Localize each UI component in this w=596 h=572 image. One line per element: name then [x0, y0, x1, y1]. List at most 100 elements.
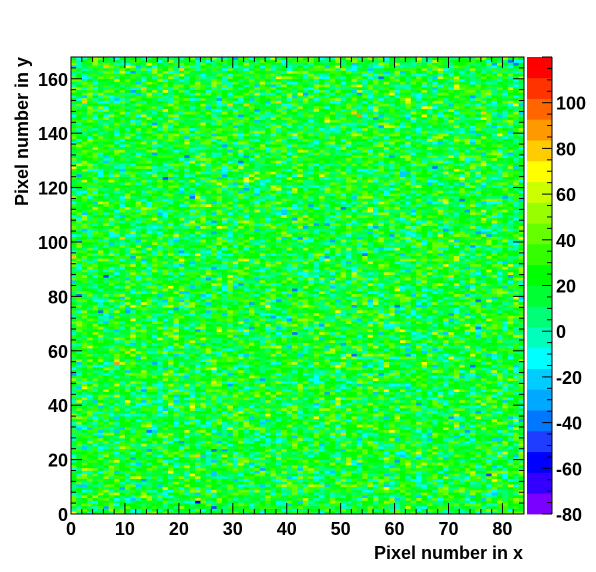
heat-cell [502, 383, 509, 387]
heat-cell [351, 367, 358, 371]
heat-cell [399, 432, 406, 436]
heat-cell [243, 407, 250, 411]
heat-cell [432, 475, 439, 479]
heat-cell [497, 424, 503, 428]
heat-cell [232, 394, 239, 398]
heat-cell [313, 410, 320, 414]
heat-cell [329, 508, 336, 512]
heat-cell [373, 356, 379, 360]
heat-cell [254, 462, 261, 466]
heat-cell [227, 397, 234, 401]
heat-cell [486, 462, 492, 466]
heat-cell [189, 443, 196, 447]
heat-cell [146, 473, 153, 477]
heat-cell [135, 465, 142, 469]
heat-cell [302, 377, 309, 382]
heat-cell [373, 486, 379, 490]
heat-cell [378, 399, 385, 403]
heat-cell [71, 494, 77, 499]
heat-cell [491, 500, 498, 504]
heat-cell [464, 377, 471, 382]
heat-cell [502, 486, 509, 490]
heat-cell [275, 494, 282, 499]
heat-cell [410, 402, 417, 406]
heat-cell [168, 440, 174, 444]
heat-cell [168, 356, 174, 360]
heat-cell [335, 364, 341, 368]
heat-cell [189, 421, 196, 425]
heat-cell [421, 470, 428, 474]
heat-cell [97, 486, 104, 490]
heat-cell [281, 402, 288, 406]
heat-cell [157, 467, 164, 471]
heat-cell [275, 375, 282, 379]
heat-cell [87, 478, 93, 482]
heat-cell [265, 470, 271, 474]
heat-cell [513, 410, 519, 414]
heat-cell [168, 413, 174, 417]
heat-cell [459, 511, 466, 515]
heat-cell [97, 367, 104, 371]
heat-cell [238, 505, 244, 509]
heat-cell [486, 367, 492, 371]
heat-cell [216, 386, 223, 390]
heat-cell [297, 432, 304, 436]
heat-cell [119, 388, 126, 392]
heat-cell [146, 511, 153, 515]
heat-cell [205, 484, 212, 488]
heat-cell [135, 421, 142, 425]
heat-cell [373, 375, 379, 379]
heat-cell [518, 500, 525, 504]
heat-cell [507, 364, 514, 368]
heat-cell [248, 413, 255, 417]
heat-cell [378, 500, 385, 504]
heat-cell [362, 459, 368, 463]
heat-cell [356, 380, 363, 384]
heat-cell [162, 489, 169, 493]
heat-cell [286, 486, 293, 490]
heat-cell [346, 386, 352, 390]
heat-cell [71, 421, 77, 425]
heat-cell [416, 386, 422, 390]
heat-cell [518, 448, 525, 452]
heat-cell [119, 465, 126, 469]
heat-cell [399, 399, 406, 403]
heat-cell [292, 484, 298, 488]
heat-cell [108, 440, 115, 444]
heat-cell [475, 367, 482, 371]
heat-cell [362, 372, 368, 376]
heat-cell [232, 429, 239, 433]
heat-cell [362, 462, 368, 466]
heat-cell [81, 429, 88, 433]
heat-cell [130, 494, 137, 499]
heat-cell [124, 473, 131, 477]
heat-cell [254, 481, 261, 485]
heat-cell [71, 454, 77, 458]
heat-cell [453, 511, 460, 515]
heat-cell [211, 407, 217, 411]
heat-cell [389, 465, 395, 469]
heat-cell [238, 484, 244, 488]
heat-cell [184, 369, 190, 373]
heat-cell [211, 500, 217, 504]
heat-cell [302, 372, 309, 376]
heat-cell [464, 489, 471, 493]
heat-cell [168, 454, 174, 458]
heat-cell [292, 418, 298, 422]
heat-cell [238, 399, 244, 403]
heat-cell [270, 494, 277, 499]
heat-cell [421, 511, 428, 515]
heat-cell [216, 350, 223, 354]
heat-cell [135, 456, 142, 460]
heat-cell [416, 443, 422, 447]
heat-cell [518, 416, 525, 420]
heat-cell [394, 429, 401, 433]
heat-cell [281, 494, 288, 499]
heat-cell [281, 492, 288, 496]
heat-cell [394, 435, 401, 439]
heat-cell [275, 511, 282, 515]
heat-cell [141, 394, 147, 398]
heat-cell [394, 481, 401, 485]
heat-cell [373, 435, 379, 439]
heat-cell [81, 456, 88, 460]
